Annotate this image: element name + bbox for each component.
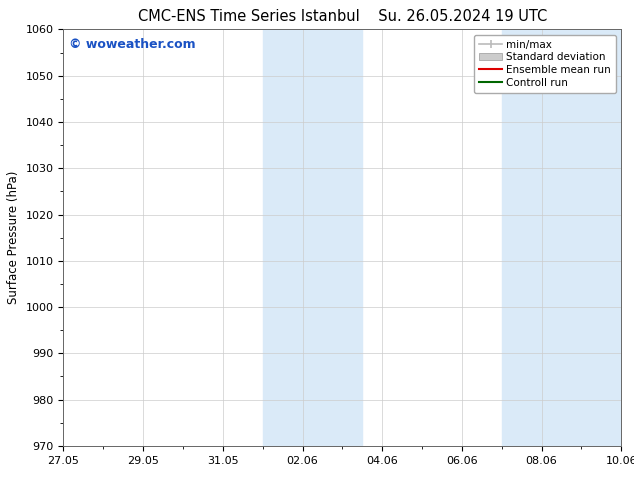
- Title: CMC-ENS Time Series Istanbul    Su. 26.05.2024 19 UTC: CMC-ENS Time Series Istanbul Su. 26.05.2…: [138, 9, 547, 24]
- Bar: [262, 29, 362, 446]
- Text: © woweather.com: © woweather.com: [69, 38, 196, 51]
- Bar: [501, 29, 621, 446]
- Legend: min/max, Standard deviation, Ensemble mean run, Controll run: min/max, Standard deviation, Ensemble me…: [474, 35, 616, 93]
- Y-axis label: Surface Pressure (hPa): Surface Pressure (hPa): [7, 171, 20, 304]
